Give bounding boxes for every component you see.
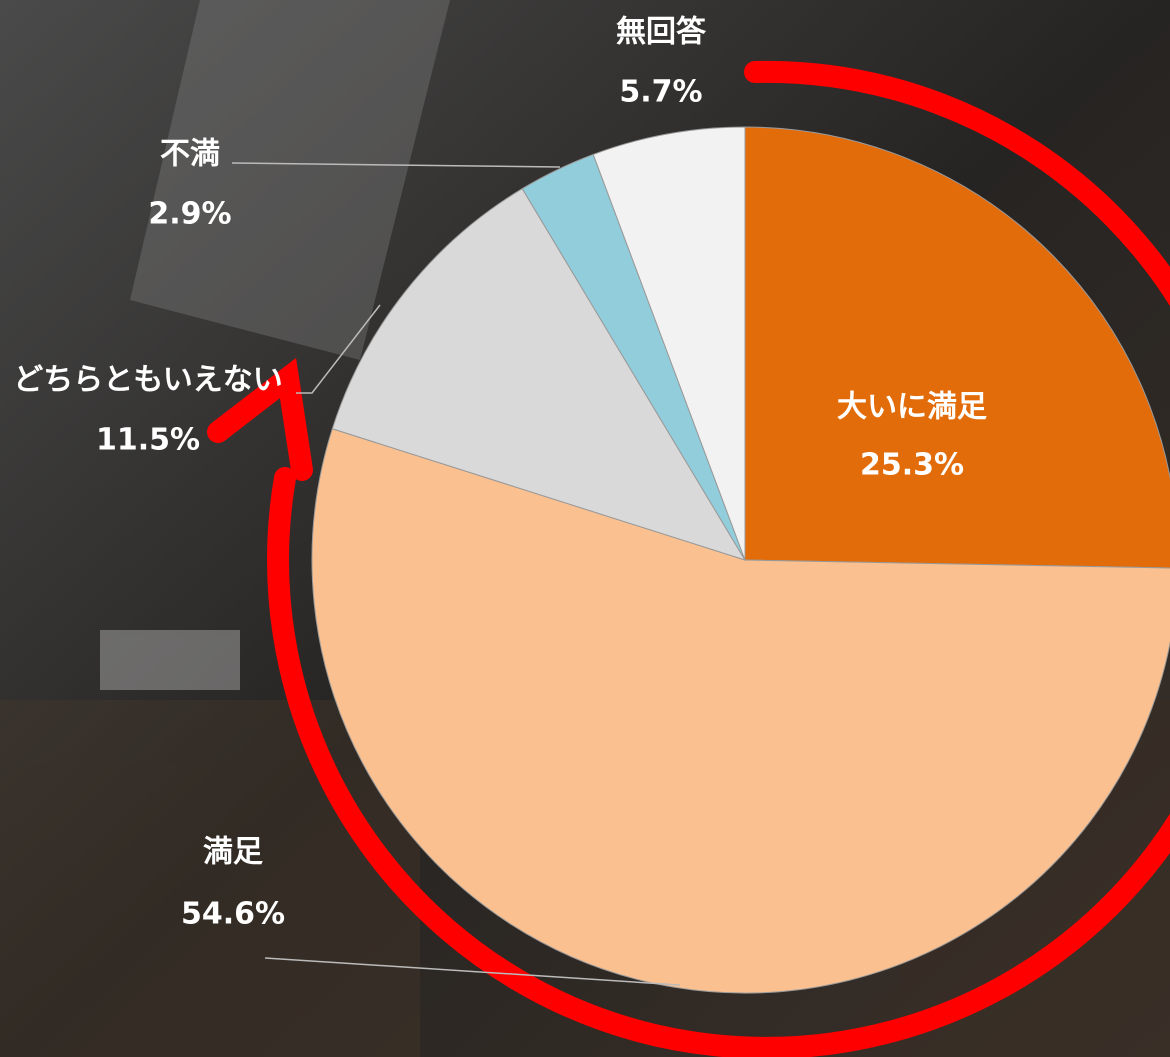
circular-arrow [207,60,1170,1057]
arrow-arc [267,60,1170,1057]
arrow-head [207,357,313,481]
slice-value-label: 25.3% [860,448,964,483]
slice-value-label: 54.6% [181,897,285,932]
slice-value-label: 2.9% [148,197,231,232]
leader-line [264,957,681,986]
pie [311,126,1170,994]
slice-value-label: 11.5% [96,423,200,458]
leader-line [296,304,381,394]
slice-label: どちらともいえない [13,363,282,398]
slice-label: 満足 [203,835,263,870]
labels: 大いに満足 25.3% 満足 54.6% どちらともいえない 11.5% 不満 2.9% 無回答… [13,15,987,986]
slice-label: 不満 [160,137,220,172]
pie-slice [331,188,747,561]
slice-value-label: 5.7% [619,75,702,110]
pie-slice [592,126,746,561]
leader-line [231,162,561,168]
slice-label: 大いに満足 [837,390,987,425]
pie-slice [311,428,1170,994]
slice-label: 無回答 [616,15,707,50]
